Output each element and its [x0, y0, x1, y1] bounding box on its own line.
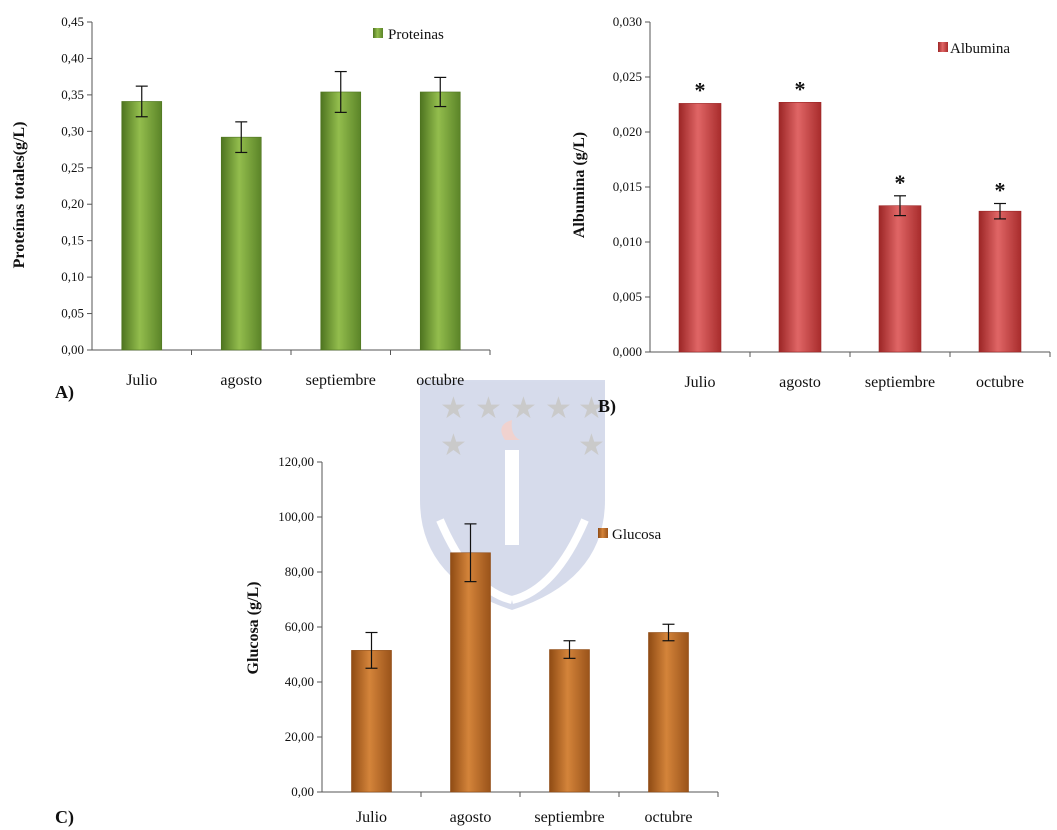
y-tick-label: 0,30: [61, 123, 84, 138]
panel-label: C): [55, 807, 74, 828]
legend-label: Albumina: [950, 41, 1010, 57]
y-tick-label: 0,020: [613, 124, 642, 139]
significance-mark: *: [795, 76, 806, 101]
panel-label: A): [55, 382, 74, 403]
bar-julio: [678, 103, 722, 353]
bar-octubre: [648, 632, 689, 793]
svg-text:★: ★: [578, 429, 605, 462]
bar-octubre: [978, 210, 1022, 353]
bar-octubre: [419, 91, 461, 351]
significance-mark: *: [695, 77, 706, 102]
x-tick-label: Julio: [356, 809, 387, 826]
x-tick-label: agosto: [220, 372, 262, 389]
x-tick-label: octubre: [416, 372, 464, 389]
y-tick-label: 0,00: [291, 784, 314, 799]
svg-text:★: ★: [578, 392, 605, 425]
y-tick-label: 0,05: [61, 306, 84, 321]
chart-albumina: 0,000 0,005 0,010 0,015 0,020 0,025 0,030 * * * *…: [571, 14, 1051, 417]
y-tick-label: 0,025: [613, 69, 642, 84]
svg-text:★: ★: [545, 392, 572, 425]
bar-septiembre: [320, 91, 362, 351]
bar-septiembre: [878, 205, 922, 353]
significance-mark: *: [895, 170, 906, 195]
bar-agosto: [220, 136, 262, 351]
svg-text:★: ★: [440, 429, 467, 462]
significance-mark: *: [995, 178, 1006, 203]
y-tick-label: 0,40: [61, 50, 84, 65]
y-tick-label: 60,00: [285, 619, 314, 634]
y-tick-label: 0,030: [613, 14, 642, 29]
svg-text:★: ★: [510, 392, 537, 425]
y-tick-label: 0,45: [61, 14, 84, 29]
y-tick-label: 0,20: [61, 196, 84, 211]
bar-agosto: [778, 102, 822, 353]
y-axis-label: Proteínas totales(g/L): [11, 122, 28, 269]
x-tick-label: octubre: [976, 374, 1024, 391]
y-tick-label: 0,25: [61, 160, 84, 175]
bar-julio: [121, 101, 163, 351]
y-tick-label: 120,00: [278, 454, 314, 469]
y-tick-label: 100,00: [278, 509, 314, 524]
chart-glucosa: 0,00 20,00 40,00 60,00 80,00 100,00 120,00 Jul…: [55, 454, 719, 828]
bar-septiembre: [549, 649, 590, 793]
y-tick-label: 0,15: [61, 233, 84, 248]
legend-swatch: [938, 42, 948, 52]
y-tick-label: 0,000: [613, 344, 642, 359]
y-tick-label: 80,00: [285, 564, 314, 579]
bar-agosto: [450, 552, 491, 793]
x-tick-label: septiembre: [534, 809, 604, 826]
legend-swatch: [373, 28, 383, 38]
y-axis-label: Glucosa (g/L): [245, 582, 262, 675]
x-tick-label: octubre: [645, 809, 693, 826]
x-tick-label: agosto: [450, 809, 492, 826]
x-tick-label: Julio: [126, 372, 157, 389]
y-tick-label: 0,005: [613, 289, 642, 304]
y-tick-label: 20,00: [285, 729, 314, 744]
y-tick-label: 0,00: [61, 342, 84, 357]
x-tick-label: Julio: [684, 374, 715, 391]
x-tick-label: agosto: [779, 374, 821, 391]
university-seal-watermark: ★ ★ ★ ★ ★ ★ ★: [420, 380, 605, 610]
svg-text:★: ★: [440, 392, 467, 425]
legend-label: Proteinas: [388, 27, 444, 43]
y-tick-label: 0,35: [61, 87, 84, 102]
y-tick-label: 40,00: [285, 674, 314, 689]
chart-proteinas: 0,00 0,05 0,10 0,15 0,20 0,25 0,30 0,35 0,40 0,45…: [11, 14, 491, 403]
y-tick-label: 0,010: [613, 234, 642, 249]
x-tick-label: septiembre: [865, 374, 935, 391]
y-tick-label: 0,015: [613, 179, 642, 194]
svg-text:★: ★: [475, 392, 502, 425]
legend-swatch: [598, 528, 608, 538]
bar-julio: [351, 650, 392, 793]
y-axis-label: Albumina (g/L): [571, 132, 588, 238]
panel-label: B): [598, 396, 616, 417]
y-tick-label: 0,10: [61, 269, 84, 284]
legend-label: Glucosa: [612, 527, 661, 543]
x-tick-label: septiembre: [306, 372, 376, 389]
